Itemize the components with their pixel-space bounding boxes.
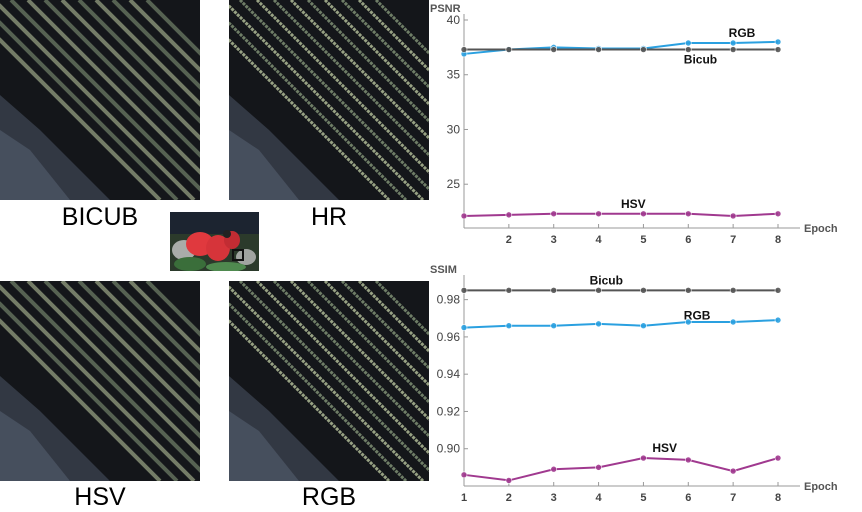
data-point-hsv	[640, 210, 647, 218]
data-point-bicub	[460, 287, 468, 294]
patch-bicub	[0, 0, 200, 200]
y-tick-label: 0.96	[437, 330, 461, 344]
patch-rgb-image	[229, 281, 429, 481]
x-tick-label: 2	[506, 492, 512, 504]
data-point-bicub	[640, 287, 647, 294]
ssim-chart: 0.90 0.92 0.94 0.96 0.98 1 2 3 4 5 6 7 8 SSIM Epoch Bic…	[430, 264, 838, 504]
x-tick-label: 4	[596, 492, 603, 504]
series-label-rgb: RGB	[684, 309, 711, 323]
source-thumbnail	[170, 212, 259, 271]
series-line-hsv	[463, 457, 779, 482]
data-point-hsv	[640, 454, 647, 462]
x-tick-label: 6	[685, 234, 691, 246]
data-point-rgb	[729, 39, 737, 47]
x-tick-label: 7	[730, 492, 736, 504]
x-tick-label: 3	[551, 234, 557, 246]
data-point-hsv	[729, 467, 737, 475]
series-line-rgb	[463, 319, 779, 329]
data-point-hsv	[595, 210, 602, 218]
data-point-rgb	[774, 38, 782, 46]
data-point-bicub	[640, 46, 647, 53]
x-tick-label: 7	[730, 234, 736, 246]
data-point-hsv	[684, 456, 692, 464]
series-line-hsv	[463, 212, 779, 217]
data-point-hsv	[550, 210, 558, 218]
x-tick-label: 2	[506, 234, 512, 246]
psnr-chart: 25 30 35 40 2 3 4 5 6 7 8 PSNR Epoch RGB Bicub HSV	[430, 3, 838, 246]
patch-rgb	[229, 281, 429, 481]
y-tick-label: 30	[447, 122, 461, 136]
data-point-bicub	[729, 46, 737, 53]
series-label-rgb: RGB	[729, 26, 756, 40]
data-point-hsv	[774, 210, 782, 218]
series-label-bicub: Bicub	[590, 273, 623, 287]
data-point-bicub	[505, 46, 513, 53]
y-axis-label: PSNR	[430, 3, 461, 15]
patch-hr	[229, 0, 429, 200]
data-point-hsv	[460, 212, 468, 220]
data-point-bicub	[595, 287, 602, 294]
x-axis-label: Epoch	[804, 481, 838, 493]
data-point-rgb	[684, 318, 692, 326]
patch-hsv	[0, 281, 200, 481]
data-point-rgb	[640, 322, 647, 330]
data-point-bicub	[729, 287, 737, 294]
data-point-rgb	[774, 316, 782, 324]
data-point-hsv	[460, 471, 468, 479]
data-point-bicub	[774, 46, 782, 53]
x-tick-label: 5	[640, 234, 646, 246]
y-tick-label: 40	[447, 13, 461, 27]
x-tick-label: 6	[685, 492, 691, 504]
y-tick-label: 0.98	[437, 293, 461, 307]
data-point-hsv	[505, 211, 513, 219]
data-point-bicub	[505, 287, 513, 294]
crop-box	[232, 249, 244, 261]
x-axis-label: Epoch	[804, 223, 838, 235]
series-label-hsv: HSV	[621, 197, 646, 211]
patch-bicub-image	[0, 0, 200, 200]
data-point-bicub	[460, 46, 468, 53]
data-point-rgb	[684, 39, 692, 47]
data-point-hsv	[550, 465, 558, 473]
data-point-bicub	[774, 287, 782, 294]
caption-hr: HR	[310, 203, 348, 231]
y-tick-label: 0.94	[437, 367, 461, 381]
data-point-bicub	[684, 46, 692, 53]
data-point-rgb	[550, 322, 558, 330]
patch-hsv-image	[0, 281, 200, 481]
caption-bicub: BICUB	[61, 203, 139, 231]
y-tick-label: 0.92	[437, 404, 461, 418]
data-point-hsv	[684, 210, 692, 218]
data-point-bicub	[550, 46, 558, 53]
series-label-hsv: HSV	[652, 441, 677, 455]
caption-hsv: HSV	[74, 483, 126, 511]
data-point-hsv	[595, 464, 602, 471]
x-tick-label: 3	[551, 492, 557, 504]
patch-hr-image	[229, 0, 429, 200]
source-thumbnail-image	[170, 212, 259, 271]
data-point-rgb	[460, 324, 468, 331]
data-point-rgb	[729, 318, 737, 326]
x-tick-label: 5	[640, 492, 646, 504]
caption-rgb: RGB	[301, 483, 357, 511]
x-tick-label: 8	[775, 234, 781, 246]
data-point-bicub	[595, 46, 602, 53]
x-tick-label: 1	[461, 492, 467, 504]
x-tick-label: 8	[775, 492, 781, 504]
data-point-hsv	[505, 477, 513, 484]
data-point-bicub	[684, 287, 692, 294]
data-point-rgb	[505, 322, 513, 330]
data-point-hsv	[729, 212, 737, 220]
y-tick-label: 35	[447, 68, 461, 82]
x-tick-label: 4	[596, 234, 603, 246]
series-label-bicub: Bicub	[684, 53, 717, 67]
y-tick-label: 0.90	[437, 442, 461, 456]
y-tick-label: 25	[447, 177, 461, 191]
data-point-rgb	[595, 320, 602, 328]
y-axis-label: SSIM	[430, 264, 457, 276]
data-point-bicub	[550, 287, 558, 294]
data-point-hsv	[774, 454, 782, 462]
